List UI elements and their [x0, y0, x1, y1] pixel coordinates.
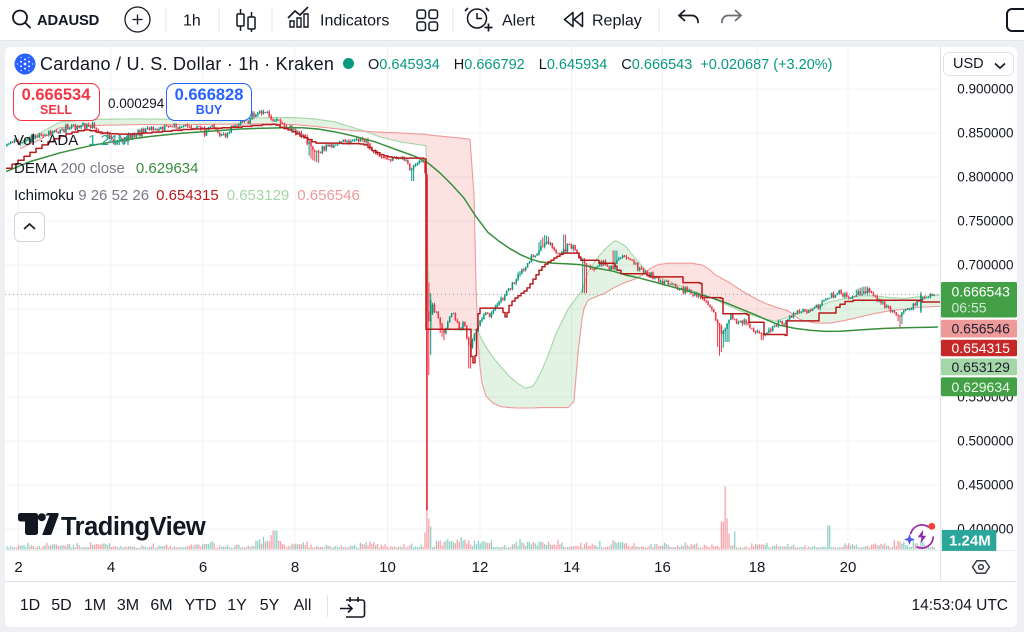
- svg-text:0.750000: 0.750000: [957, 214, 1013, 229]
- svg-text:18: 18: [749, 559, 766, 576]
- svg-text:0.900000: 0.900000: [957, 82, 1013, 97]
- svg-text:TradingView: TradingView: [61, 513, 206, 541]
- svg-text:0.800000: 0.800000: [957, 170, 1013, 185]
- svg-text:16: 16: [654, 559, 671, 576]
- svg-text:Indicators: Indicators: [320, 13, 389, 30]
- svg-text:0.500000: 0.500000: [957, 434, 1013, 449]
- svg-text:06:55: 06:55: [952, 300, 987, 316]
- svg-text:2: 2: [14, 559, 22, 576]
- svg-text:0.654315: 0.654315: [952, 340, 1011, 356]
- svg-text:1.24M: 1.24M: [949, 533, 991, 550]
- svg-text:0.666543: 0.666543: [952, 284, 1011, 300]
- svg-text:4: 4: [107, 559, 115, 576]
- svg-text:14: 14: [563, 559, 580, 576]
- svg-text:ADAUSD: ADAUSD: [37, 13, 100, 29]
- svg-text:0.850000: 0.850000: [957, 126, 1013, 141]
- svg-text:20: 20: [840, 559, 857, 576]
- svg-text:0.450000: 0.450000: [957, 478, 1013, 493]
- svg-text:1h: 1h: [183, 13, 201, 30]
- svg-text:10: 10: [379, 559, 396, 576]
- svg-text:0.653129: 0.653129: [952, 359, 1011, 375]
- svg-text:12: 12: [472, 559, 489, 576]
- svg-text:Replay: Replay: [592, 13, 642, 30]
- svg-text:0.656546: 0.656546: [952, 321, 1011, 337]
- svg-text:0.700000: 0.700000: [957, 258, 1013, 273]
- svg-text:8: 8: [291, 559, 299, 576]
- svg-text:Alert: Alert: [502, 13, 535, 30]
- svg-text:0.629634: 0.629634: [952, 379, 1011, 395]
- svg-text:6: 6: [199, 559, 207, 576]
